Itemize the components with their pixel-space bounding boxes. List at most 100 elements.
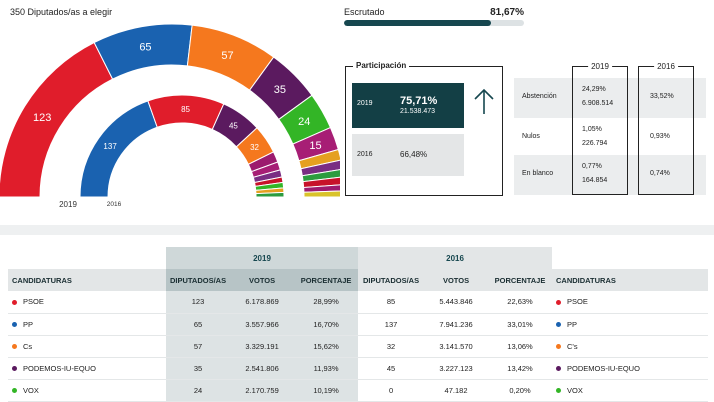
hemicycle-2019: 123 65 57 35 24 15 [0, 23, 340, 198]
arrow-up-icon [474, 88, 494, 114]
party-name-2016: VOX [552, 379, 708, 402]
party-name-2016-text: PSOE [567, 297, 588, 307]
porcentaje-2019-header: PORCENTAJE [294, 269, 359, 291]
hemicycle-chart: 123 65 57 35 24 15 137 85 45 32 2019 2016 [0, 23, 340, 209]
candidaturas-header: CANDIDATURAS [8, 269, 166, 291]
diputados-2016-text: 0 [388, 385, 394, 395]
hemicycle-2016: 137 85 45 32 [79, 94, 285, 198]
diputados-2019-text: 123 [191, 297, 205, 307]
votos-2016-text: 7.941.236 [439, 319, 473, 329]
results-table-body: PSOE 123 6.178.869 28,99% 85 5.443.846 22,63% P… [8, 291, 708, 402]
votos-2016: 5.443.846 [424, 291, 489, 314]
party-name-2016-text: PP [567, 319, 578, 329]
porcentaje-2016-text: 13,06% [507, 341, 533, 351]
diputados-2019: 65 [165, 313, 231, 336]
escrutado-label: Escrutado [344, 7, 385, 17]
porcentaje-2019-text: 11,93% [313, 363, 339, 373]
diputados-2016-text: 85 [386, 297, 396, 307]
total-seats-label: 350 Diputados/as a elegir [10, 7, 113, 17]
votos-2019: 3.557.966 [230, 313, 295, 336]
party-name-2016: PP [552, 313, 708, 336]
votos-2016: 47.182 [424, 379, 489, 402]
porcentaje-2019: 28,99% [294, 291, 359, 314]
votos-2016: 3.227.123 [424, 357, 489, 380]
party-color-dot [12, 344, 17, 350]
year-2016-header: 2016 [358, 247, 552, 269]
nulos-2019-pct: 1,05% [582, 126, 602, 133]
participation-2019-votes: 21.538.473 [400, 108, 436, 115]
inner-seg-i7 [255, 191, 285, 198]
hemicycle-2016-label: 2016 [107, 201, 122, 208]
outer-label-psoe: 123 [33, 112, 51, 124]
abstention-2019-pct: 24,29% [582, 86, 606, 93]
porcentaje-2019: 15,62% [294, 335, 359, 358]
party-name-text: PSOE [23, 297, 44, 307]
diputados-2019: 35 [165, 357, 231, 380]
party-color-dot [12, 322, 17, 328]
outer-label-vox: 24 [298, 116, 310, 128]
section-divider [0, 225, 714, 235]
party-color-dot [12, 366, 17, 372]
votos-2016-text: 47.182 [444, 385, 468, 395]
votos-2016: 3.141.570 [424, 335, 489, 358]
party-name-text: VOX [23, 385, 39, 395]
porcentaje-2019-text: 10,19% [313, 385, 339, 395]
inner-label-pp: 137 [103, 142, 117, 151]
votos-2016-header: VOTOS [424, 269, 489, 291]
votos-2019: 2.170.759 [230, 379, 295, 402]
outer-label-erc: 15 [309, 140, 321, 152]
diputados-2016-header: DIPUTADOS/AS [358, 269, 425, 291]
party-color-dot [12, 299, 17, 305]
porcentaje-2016-text: 13,42% [507, 363, 533, 373]
porcentaje-2019-text: 28,99% [313, 297, 339, 307]
votos-2019-text: 2.170.759 [245, 385, 279, 395]
votos-2019-text: 2.541.806 [245, 363, 279, 373]
abstention-2016-pct: 33,52% [650, 93, 674, 100]
outer-seg-o6 [303, 190, 340, 198]
candidaturas-2016-header: CANDIDATURAS [552, 269, 708, 291]
abstention-row-label: Abstención [522, 93, 557, 100]
party-name-2016-text: VOX [567, 385, 583, 395]
participation-title: Participación [353, 61, 410, 70]
participation-2016-year: 2016 [357, 151, 373, 158]
votos-2019-text: 6.178.869 [245, 297, 279, 307]
participation-2019-pct: 75,71% [400, 95, 438, 107]
porcentaje-2016: 13,06% [488, 335, 552, 358]
nulos-row-label: Nulos [522, 133, 540, 140]
party-name-text: PODEMOS-IU-EQUO [23, 363, 96, 373]
party-name: VOX [8, 379, 166, 402]
table-row: Cs 57 3.329.191 15,62% 32 3.141.570 13,06% C's [8, 335, 708, 358]
participation-2016: 2016 66,48% [352, 134, 464, 176]
blanco-2016-pct: 0,74% [650, 170, 670, 177]
party-name-2016-text: C's [567, 341, 578, 351]
inner-label-psoe: 85 [181, 105, 190, 114]
party-name: PP [8, 313, 166, 336]
porcentaje-2016: 0,20% [488, 379, 552, 402]
table-row: PP 65 3.557.966 16,70% 137 7.941.236 33,01% PP [8, 313, 708, 336]
results-table: 2019 2016 CANDIDATURAS DIPUTADOS/AS VOTO… [8, 247, 708, 402]
party-color-dot [556, 366, 561, 372]
votos-2019-header: VOTOS [230, 269, 295, 291]
column-2019-frame: 2019 [572, 62, 628, 195]
diputados-2019-header: DIPUTADOS/AS [165, 269, 231, 291]
participation-2019: 2019 75,71% 21.538.473 [352, 83, 464, 128]
votos-2019: 2.541.806 [230, 357, 295, 380]
escrutado-progress: Escrutado 81,67% [344, 7, 524, 26]
escrutado-bar-fill [344, 20, 491, 26]
year-2019-header: 2019 [165, 247, 359, 269]
votos-2016: 7.941.236 [424, 313, 489, 336]
table-row: PSOE 123 6.178.869 28,99% 85 5.443.846 22,63% P… [8, 291, 708, 314]
porcentaje-2019: 10,19% [294, 379, 359, 402]
escrutado-value: 81,67% [490, 7, 524, 18]
votos-2019-text: 3.329.191 [245, 341, 279, 351]
outer-label-pp: 65 [139, 42, 151, 54]
nulos-2019-num: 226.794 [582, 140, 608, 147]
diputados-2019-text: 24 [193, 385, 203, 395]
party-name-2016-text: PODEMOS-IU-EQUO [567, 363, 640, 373]
table-row: VOX 24 2.170.759 10,19% 0 47.182 0,20% VOX [8, 379, 708, 402]
diputados-2016-text: 45 [386, 363, 396, 373]
results-table-wrap: 2019 2016 CANDIDATURAS DIPUTADOS/AS VOTO… [8, 247, 708, 402]
abstention-panel: Abstención 24,29% 6.908.514 33,52% Nulos… [514, 62, 714, 196]
diputados-2019-text: 65 [193, 319, 203, 329]
votos-2019: 3.329.191 [230, 335, 295, 358]
